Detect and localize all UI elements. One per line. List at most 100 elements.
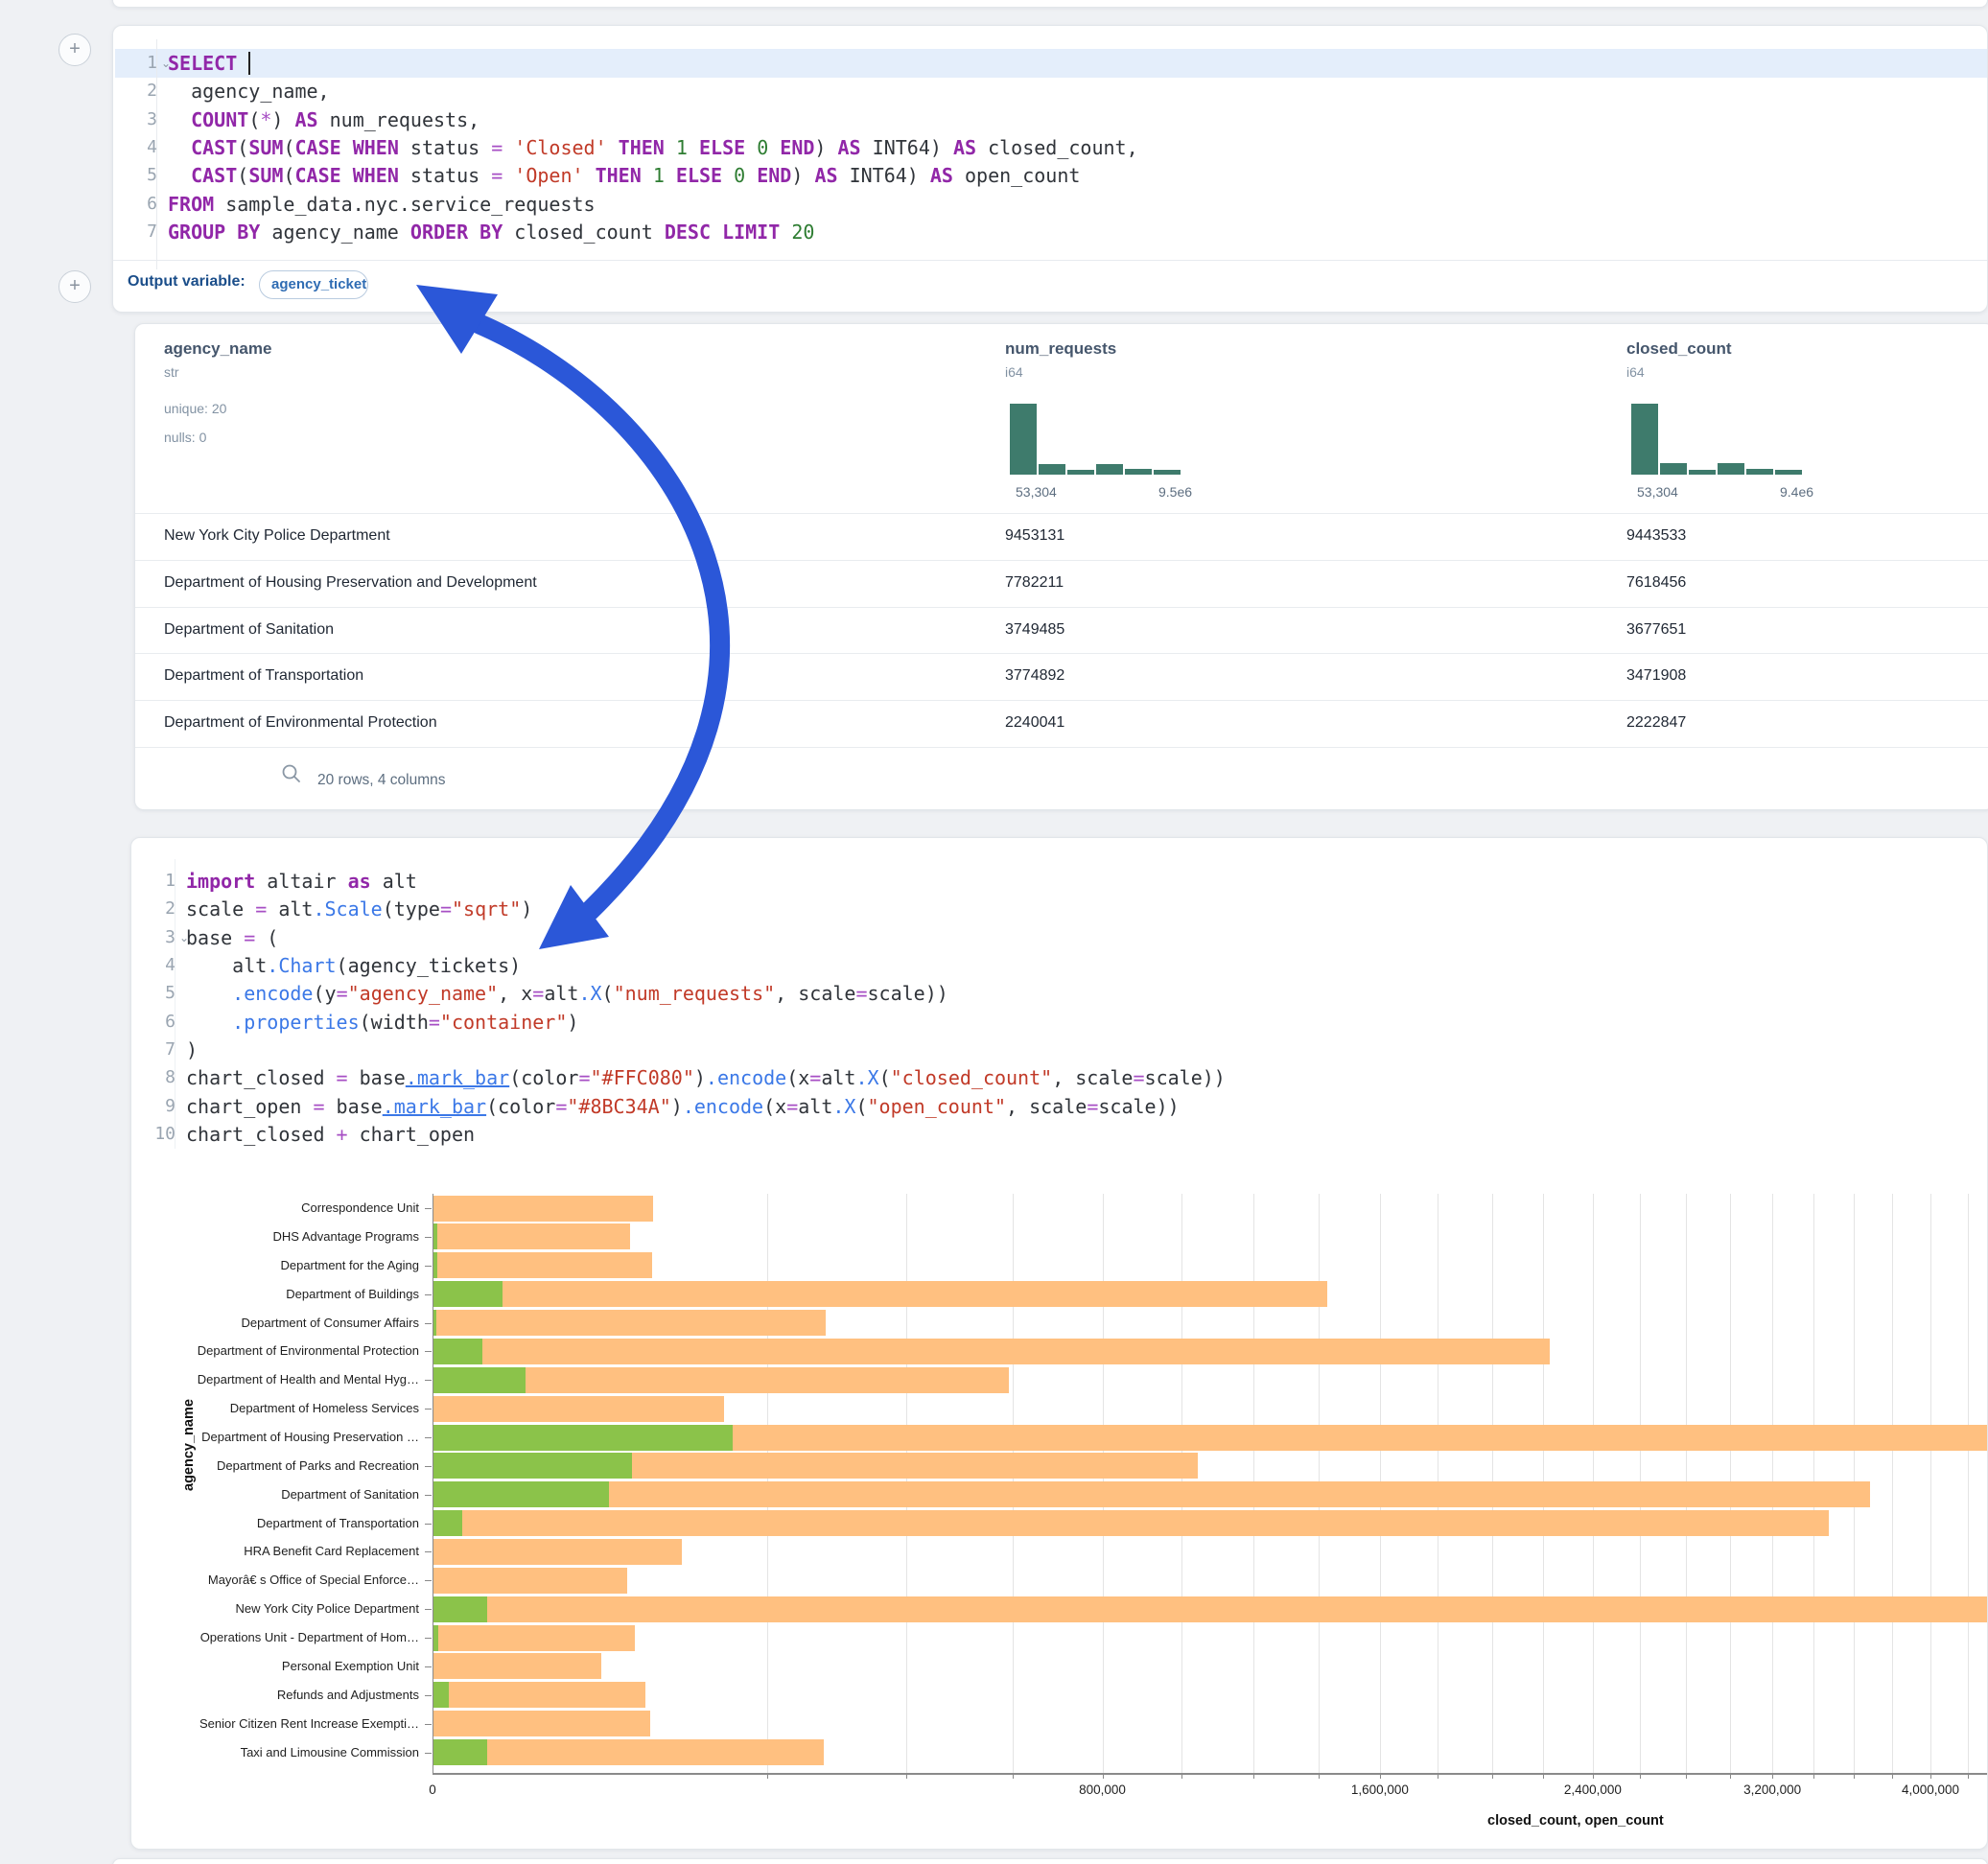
sql-cell: 1 ⌄ SELECT 2 agency_name, 3 COUNT(*) AS num… [112, 25, 1988, 313]
bar-open-count [433, 1596, 487, 1622]
bar-closed-count [433, 1281, 1328, 1308]
line-number: 8 [165, 1067, 175, 1088]
line-number: 7 [165, 1039, 175, 1060]
column-header[interactable]: num_requests [1005, 339, 1117, 358]
x-axis-tick [1853, 1773, 1855, 1779]
bar-closed-count [433, 1596, 1987, 1622]
y-axis-label: New York City Police Department [235, 1601, 419, 1617]
histogram-max-label: 9.5e6 [1158, 484, 1193, 500]
y-axis-label: Senior Citizen Rent Increase Exempti… [199, 1715, 419, 1731]
y-axis-tick [425, 1351, 432, 1353]
y-axis-label: Department of Parks and Recreation [217, 1457, 419, 1473]
line-number: 4 [147, 137, 157, 157]
bar-closed-count [433, 1366, 1009, 1393]
line-number: 2 [165, 898, 175, 920]
y-axis-tick [425, 1494, 432, 1496]
table-cell-agency: New York City Police Department [164, 527, 390, 544]
y-axis-tick [425, 1265, 432, 1267]
bar-open-count [433, 1252, 437, 1279]
column-header[interactable]: agency_name [164, 339, 272, 358]
y-axis-tick [425, 1208, 432, 1209]
table-cell-agency: Department of Sanitation [164, 621, 334, 638]
histogram-bar [1010, 404, 1037, 475]
y-axis-tick [425, 1409, 432, 1410]
x-axis-tick-label: 800,000 [1079, 1782, 1126, 1797]
x-axis-tick-label: 4,000,000 [1901, 1782, 1960, 1797]
previous-cell-edge [112, 0, 1988, 8]
output-variable-label: Output variable: [128, 273, 246, 290]
y-axis-title: agency_name [180, 1399, 197, 1491]
y-axis-tick [425, 1437, 432, 1438]
table-cell-agency: Department of Housing Preservation and D… [164, 574, 537, 591]
table-cell-closed-count: 2222847 [1626, 714, 1687, 731]
x-axis-tick [1930, 1773, 1931, 1779]
line-number: 9 [165, 1095, 175, 1116]
code-line: scale = alt.Scale(type="sqrt") [186, 897, 533, 921]
line-number: 1 [165, 871, 175, 891]
x-axis-tick [905, 1773, 907, 1779]
histogram-bar [1039, 464, 1065, 475]
result-table: agency_name str unique: 20 nulls: 0 num_requ… [134, 323, 1988, 810]
line-number: 2 [147, 81, 157, 102]
y-axis-label: Department of Homeless Services [229, 1401, 419, 1416]
bar-closed-count [433, 1481, 1870, 1508]
y-axis-tick [425, 1465, 432, 1467]
histogram-bar [1746, 469, 1773, 475]
x-axis-tick [1640, 1773, 1642, 1779]
add-cell-button-mid[interactable]: + [58, 270, 91, 303]
y-axis-tick [425, 1666, 432, 1667]
y-axis-label: Correspondence Unit [301, 1200, 419, 1215]
bar-closed-count [433, 1338, 1550, 1364]
y-axis-label: Department of Sanitation [281, 1486, 419, 1502]
x-axis-tick [1379, 1773, 1381, 1779]
search-icon[interactable] [281, 763, 302, 784]
column-histogram [1010, 404, 1181, 475]
y-axis-tick [425, 1752, 432, 1754]
line-number: 5 [165, 983, 175, 1004]
active-line-highlight [115, 49, 1987, 78]
add-cell-button-top[interactable]: + [58, 34, 91, 66]
x-axis-tick [1319, 1773, 1321, 1779]
bar-closed-count [433, 1739, 825, 1765]
chevron-down-icon[interactable]: ⌄ [179, 930, 190, 944]
bar-closed-count [433, 1310, 826, 1336]
line-number: 10 [154, 1124, 175, 1144]
table-cell-closed-count: 9443533 [1626, 527, 1687, 544]
text-cursor [248, 52, 250, 75]
y-axis-tick [425, 1380, 432, 1382]
bar-closed-count [433, 1567, 628, 1594]
bar-closed-count [433, 1653, 601, 1680]
line-number: 3 [165, 926, 175, 947]
y-axis-tick [425, 1638, 432, 1640]
x-axis-tick [1772, 1773, 1774, 1779]
histogram-bar [1067, 470, 1094, 475]
histogram-bar [1125, 469, 1152, 475]
x-axis-tick [1892, 1773, 1894, 1779]
column-histogram [1631, 404, 1802, 475]
y-axis-label: Department of Transportation [256, 1515, 419, 1530]
python-code-editor[interactable]: 1 import altair as alt 2 scale = alt.Scale(… [131, 867, 1987, 1154]
x-axis-tick-label: 2,400,000 [1563, 1782, 1622, 1797]
bar-closed-count [433, 1252, 652, 1279]
y-axis-tick [425, 1694, 432, 1696]
code-line: SELECT [168, 52, 238, 75]
python-cell: 1 import altair as alt 2 scale = alt.Scale(… [130, 837, 1988, 1850]
chevron-down-icon[interactable]: ⌄ [161, 57, 172, 70]
histogram-min-label: 53,304 [1016, 484, 1057, 500]
y-axis-label: Department of Consumer Affairs [241, 1315, 419, 1330]
y-axis-tick [425, 1236, 432, 1238]
column-header[interactable]: closed_count [1626, 339, 1732, 358]
output-variable-pill[interactable]: agency_tickets [259, 270, 368, 299]
y-axis-tick [425, 1551, 432, 1553]
x-axis-tick-label: 0 [429, 1782, 436, 1797]
bar-closed-count [433, 1223, 631, 1250]
sql-code-editor[interactable]: 1 ⌄ SELECT 2 agency_name, 3 COUNT(*) AS num… [113, 49, 1987, 273]
y-axis-label: Personal Exemption Unit [281, 1658, 419, 1673]
column-stat: unique: 20 [164, 401, 227, 416]
bar-closed-count [433, 1195, 653, 1222]
bar-open-count [433, 1310, 436, 1336]
code-line: CAST(SUM(CASE WHEN status = 'Open' THEN … [191, 164, 1081, 188]
x-axis-tick-label: 1,600,000 [1350, 1782, 1409, 1797]
bar-open-count [433, 1510, 463, 1537]
bar-open-count [433, 1338, 482, 1364]
